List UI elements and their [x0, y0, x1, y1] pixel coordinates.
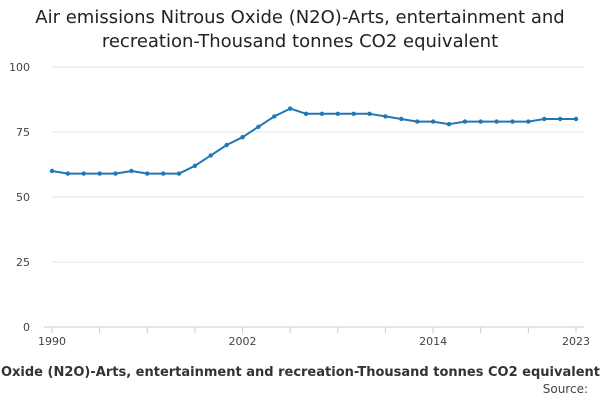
x-tick-label: 2014	[419, 335, 447, 348]
data-point[interactable]	[208, 153, 213, 158]
data-point[interactable]	[542, 116, 547, 122]
data-point[interactable]	[510, 119, 515, 124]
data-point[interactable]	[319, 111, 325, 117]
data-point[interactable]	[81, 171, 86, 176]
data-point[interactable]	[446, 122, 452, 127]
data-point[interactable]	[478, 119, 483, 124]
data-point[interactable]	[383, 114, 388, 119]
data-point[interactable]	[256, 124, 261, 129]
y-tick-label: 75	[16, 126, 30, 139]
y-tick-label: 25	[16, 256, 30, 269]
data-point[interactable]	[272, 114, 277, 119]
data-point[interactable]	[160, 171, 166, 176]
data-point[interactable]	[287, 106, 293, 111]
data-point[interactable]	[113, 171, 118, 176]
x-tick-label: 2002	[229, 335, 257, 348]
data-point[interactable]	[176, 171, 182, 176]
data-point[interactable]	[415, 119, 420, 124]
y-tick-label: 50	[16, 191, 30, 204]
data-point[interactable]	[145, 171, 150, 176]
chart-title: Air emissions Nitrous Oxide (N2O)-Arts, …	[35, 7, 565, 52]
series-line-0	[51, 107, 576, 175]
data-point[interactable]	[430, 119, 436, 124]
data-point[interactable]	[192, 163, 198, 168]
data-point[interactable]	[573, 116, 579, 122]
data-point[interactable]	[224, 142, 229, 148]
x-tick-label: 2023	[562, 335, 590, 348]
data-point[interactable]	[97, 171, 102, 176]
data-point[interactable]	[526, 119, 531, 124]
legend-series-label: Air emissions Nitrous Oxide (N2O)-Arts, …	[0, 365, 600, 380]
data-point[interactable]	[129, 168, 134, 174]
source-label: Source:	[542, 382, 588, 396]
data-point[interactable]	[399, 116, 404, 122]
data-point[interactable]	[335, 111, 341, 117]
y-tick-label: 0	[23, 321, 30, 334]
data-point[interactable]	[494, 119, 499, 124]
gridlines	[52, 66, 584, 263]
data-point[interactable]	[49, 168, 55, 174]
y-tick-label: 100	[9, 61, 30, 74]
x-tick-label: 1990	[38, 335, 66, 348]
y-axis: 0 25 50 75 100	[9, 61, 30, 334]
data-point[interactable]	[303, 111, 309, 117]
data-point[interactable]	[351, 111, 356, 117]
x-axis: 1990 2002 2014 2023	[38, 326, 590, 348]
data-point[interactable]	[240, 135, 245, 140]
series-layer	[49, 106, 579, 176]
data-point[interactable]	[557, 116, 563, 122]
data-point[interactable]	[462, 119, 468, 124]
legend-series-text: Air emissions Nitrous Oxide (N2O)-Arts, …	[0, 365, 600, 380]
data-point[interactable]	[65, 171, 71, 176]
data-point[interactable]	[367, 111, 372, 117]
